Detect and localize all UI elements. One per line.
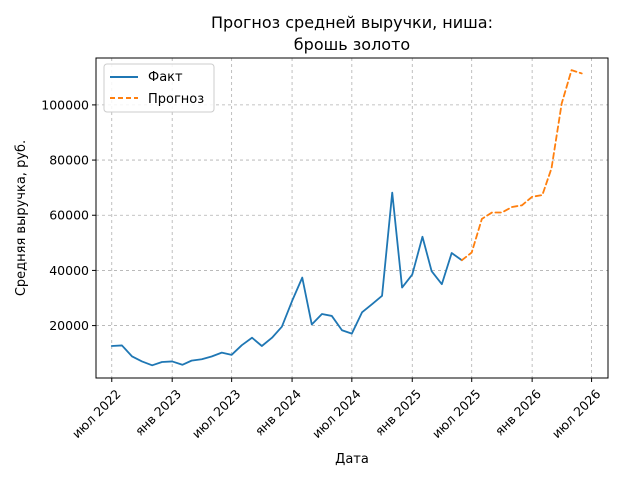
y-tick-label: 20000	[49, 318, 89, 333]
fact-point	[131, 355, 133, 357]
fact-point	[190, 359, 192, 361]
fact-point	[331, 315, 333, 317]
x-tick-label: июл 2023	[189, 386, 244, 441]
series-line-fact	[110, 191, 463, 367]
fact-point	[401, 286, 403, 288]
series-line-forecast	[460, 69, 583, 262]
fact-point	[430, 270, 432, 272]
grid-layer	[96, 58, 608, 378]
x-tick-label: янв 2026	[492, 386, 544, 438]
fact-point	[151, 364, 153, 366]
fact-point	[311, 323, 313, 325]
fact-point	[181, 364, 183, 366]
y-tick-label: 100000	[41, 97, 89, 112]
forecast-point	[471, 251, 473, 253]
fact-point	[381, 295, 383, 297]
y-axis: 20000 40000 60000 80000 100000	[41, 97, 96, 333]
y-tick-label: 80000	[49, 153, 89, 168]
forecast-point	[461, 259, 463, 261]
x-tick-label: июл 2026	[549, 386, 604, 441]
fact-point	[411, 273, 413, 275]
fact-point	[141, 360, 143, 362]
fact-point	[281, 325, 283, 327]
x-axis: июл 2022 янв 2023 июл 2023 янв 2024 июл 2024…	[69, 378, 604, 441]
forecast-point	[550, 167, 552, 169]
legend-label-fact: Факт	[148, 70, 183, 85]
forecast-point	[501, 211, 503, 213]
fact-point	[210, 355, 212, 357]
x-tick-label: июл 2024	[309, 386, 364, 441]
y-axis-label: Средняя выручка, руб.	[14, 140, 29, 296]
series-layer	[110, 69, 583, 367]
fact-point	[111, 345, 113, 347]
fact-point	[161, 361, 163, 363]
fact-point	[421, 236, 423, 238]
forecast-point	[560, 102, 562, 104]
fact-point	[321, 313, 323, 315]
x-tick-label: янв 2025	[372, 386, 424, 438]
x-tick-label: янв 2024	[252, 386, 304, 438]
fact-point	[230, 354, 232, 356]
fact-point	[221, 351, 223, 353]
fact-point	[301, 276, 303, 278]
forecast-point	[541, 194, 543, 196]
legend: Факт Прогноз	[103, 63, 215, 113]
forecast-point	[521, 204, 523, 206]
forecast-point	[511, 206, 513, 208]
fact-point	[251, 337, 253, 339]
y-tick-label: 40000	[49, 263, 89, 278]
fact-point	[450, 252, 452, 254]
fact-point	[261, 345, 263, 347]
x-tick-label: июл 2022	[69, 386, 124, 441]
forecast-point	[570, 69, 572, 71]
legend-label-forecast: Прогноз	[148, 92, 204, 107]
forecast-point	[531, 196, 533, 198]
chart-title-line2: брошь золото	[294, 35, 410, 54]
x-tick-label: июл 2025	[429, 386, 484, 441]
fact-point	[241, 344, 243, 346]
chart-title-line1: Прогноз средней выручки, ниша:	[211, 13, 493, 32]
forecast-point	[491, 211, 493, 213]
fact-point	[361, 311, 363, 313]
forecast-point	[581, 72, 583, 74]
x-tick-label: янв 2023	[132, 386, 184, 438]
fact-point	[201, 358, 203, 360]
fact-point	[441, 283, 443, 285]
fact-point	[341, 329, 343, 331]
fact-point	[391, 191, 393, 193]
fact-point	[371, 303, 373, 305]
fact-point	[171, 360, 173, 362]
fact-point	[271, 337, 273, 339]
fact-point	[351, 332, 353, 334]
fact-point	[291, 300, 293, 302]
x-axis-label: Дата	[335, 452, 369, 467]
y-tick-label: 60000	[49, 208, 89, 223]
forecast-point	[481, 218, 483, 220]
fact-point	[121, 344, 123, 346]
